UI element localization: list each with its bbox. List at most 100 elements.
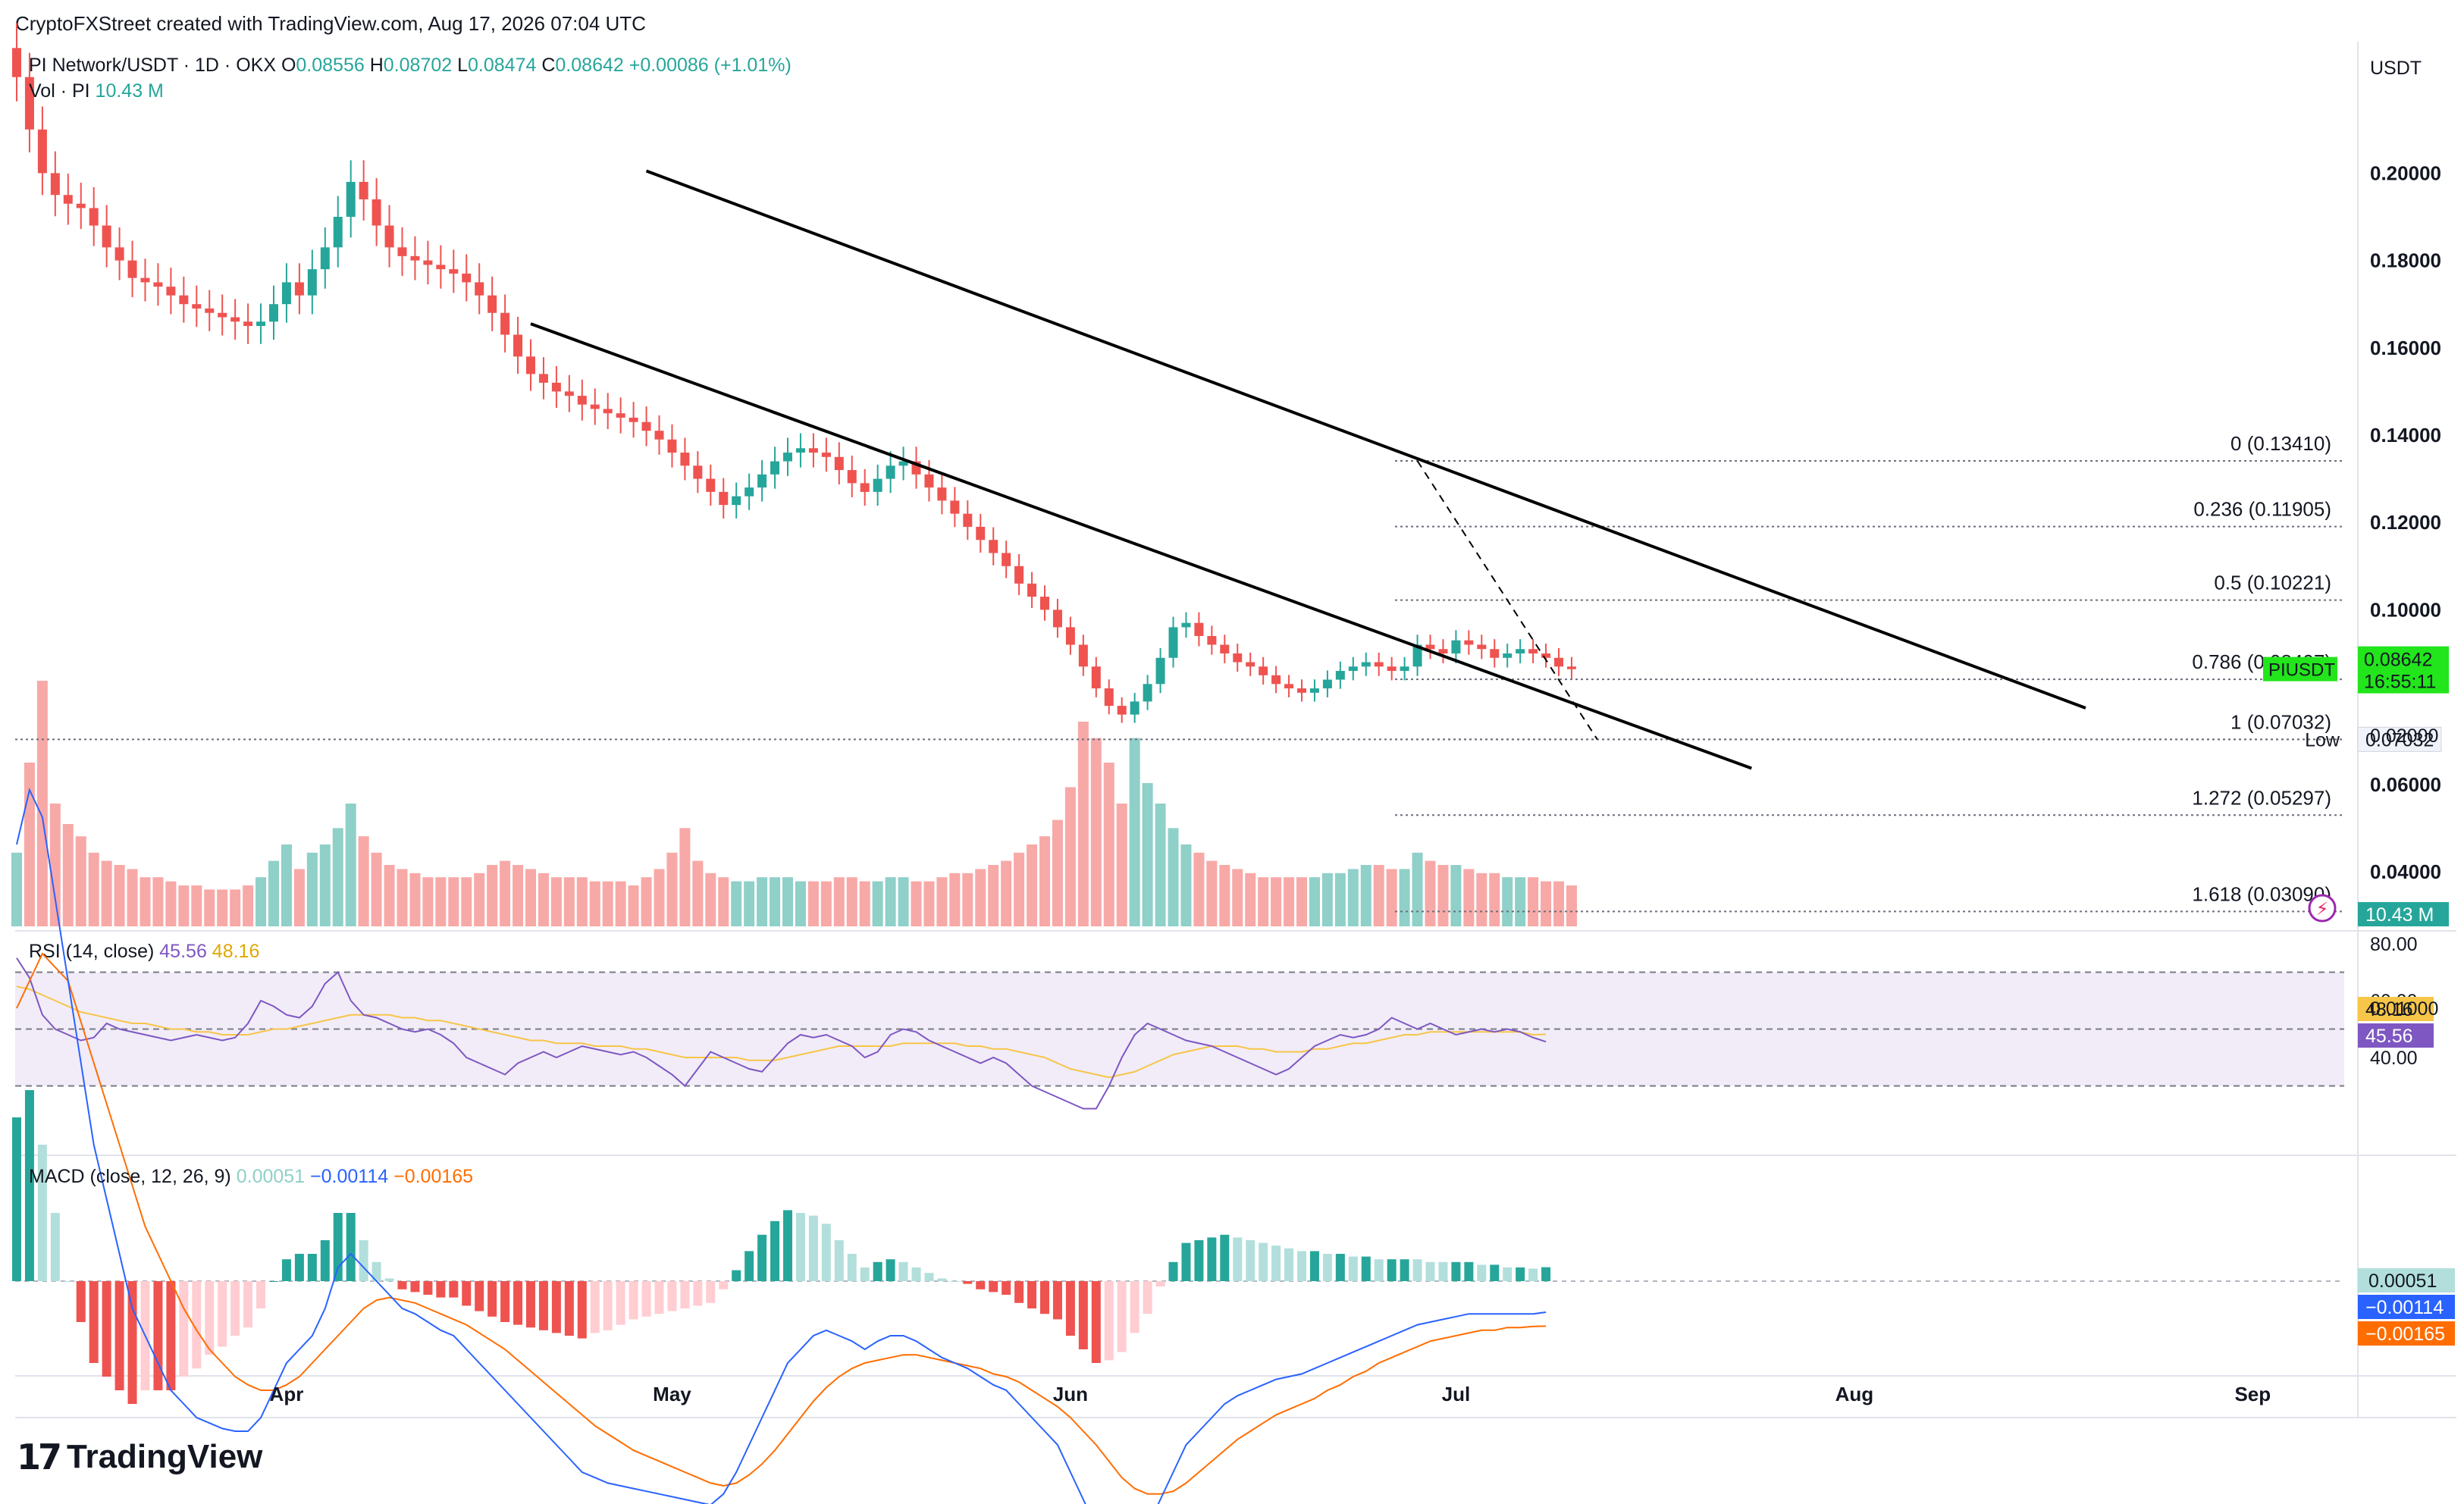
candle-body xyxy=(179,295,189,305)
macd-histogram-bar xyxy=(307,1254,317,1281)
macd-histogram-bar xyxy=(371,1261,381,1281)
macd-histogram-bar xyxy=(1271,1246,1281,1281)
low-tag-value: 0.07032 xyxy=(2365,729,2434,750)
macd-histogram-bar xyxy=(37,1145,47,1281)
candle-body xyxy=(333,217,343,248)
candle-body xyxy=(526,356,535,374)
macd-histogram-bar xyxy=(950,1281,960,1282)
macd-histogram-bar xyxy=(667,1281,677,1311)
volume-bar xyxy=(807,881,819,926)
candle-body xyxy=(1040,597,1049,610)
volume-bar xyxy=(1039,836,1050,926)
macd-histogram-bar xyxy=(1309,1251,1319,1281)
volume-bar xyxy=(1271,877,1282,926)
candle-body xyxy=(680,453,690,466)
tradingview-logo: 17 TradingView xyxy=(17,1437,262,1477)
rsi-tick-label: 40.00 xyxy=(2370,1048,2418,1069)
volume-bar xyxy=(1515,877,1526,926)
volume-bar xyxy=(1309,877,1320,926)
volume-bar xyxy=(949,873,961,926)
volume-bar xyxy=(204,889,215,926)
macd-histogram-bar xyxy=(102,1281,111,1377)
macd-histogram-bar xyxy=(500,1281,510,1322)
candle-body xyxy=(1284,684,1294,689)
volume-bar xyxy=(576,877,588,926)
macd-histogram-bar xyxy=(76,1281,86,1322)
volume-bar xyxy=(448,877,459,926)
candle-body xyxy=(500,312,510,335)
candle-body xyxy=(513,334,523,357)
price-tick-label: 0.18000 xyxy=(2370,249,2441,272)
candle-body xyxy=(1155,657,1165,685)
tradingview-logo-icon: 17 xyxy=(17,1437,62,1477)
volume-bar xyxy=(1258,877,1269,926)
candle-body xyxy=(860,483,870,492)
volume-bar xyxy=(255,877,267,926)
macd-tag-bg xyxy=(2358,1295,2455,1319)
symbol-tag-bg xyxy=(2263,656,2337,682)
price-tag-countdown: 16:55:11 xyxy=(2364,672,2436,693)
volume-bar xyxy=(1463,869,1475,926)
volume-bar xyxy=(1399,869,1410,926)
volume-bar xyxy=(1321,873,1333,926)
candle-body xyxy=(1052,609,1062,628)
volume-bar xyxy=(461,877,472,926)
macd-signal-tag-bg xyxy=(2358,1321,2455,1346)
candle-body xyxy=(757,474,767,488)
volume-bar xyxy=(1232,869,1243,926)
macd-histogram-bar xyxy=(127,1281,137,1404)
candle-body xyxy=(24,77,34,130)
volume-bar xyxy=(319,844,331,926)
macd-histogram-bar xyxy=(346,1213,356,1281)
macd-hist-tag: 0.00051 xyxy=(2368,1271,2437,1292)
volume-bar xyxy=(1014,852,1025,926)
candle-body xyxy=(205,308,215,313)
macd-histogram-bar xyxy=(963,1281,973,1284)
volume-bar xyxy=(615,881,626,926)
candle-body xyxy=(127,260,137,278)
volume-bar xyxy=(1334,873,1346,926)
macd-histogram-bar xyxy=(847,1254,857,1281)
candle-body xyxy=(1361,662,1371,667)
currency-label: USDT xyxy=(2370,58,2422,79)
macd-histogram-bar xyxy=(641,1281,651,1317)
macd-histogram-bar xyxy=(475,1281,484,1311)
volume-bar xyxy=(101,860,112,926)
volume-bar xyxy=(654,869,665,926)
volume-bar xyxy=(1502,877,1513,926)
volume-bar xyxy=(49,804,61,926)
candle-body xyxy=(1516,649,1525,653)
volume-legend: Vol · PI 10.43 M xyxy=(29,80,164,102)
candle-body xyxy=(307,269,317,296)
candle-body xyxy=(873,478,882,492)
candle-body xyxy=(1143,684,1152,702)
candle-body xyxy=(76,203,86,208)
volume-bar xyxy=(550,877,562,926)
candle-body xyxy=(475,282,484,296)
volume-bar xyxy=(487,865,498,926)
volume-bar xyxy=(1001,860,1012,926)
candle-body xyxy=(808,448,818,453)
volume-bar xyxy=(1296,877,1307,926)
volume-bar xyxy=(692,860,704,926)
volume-bar xyxy=(152,877,164,926)
macd-histogram-bar xyxy=(924,1273,934,1281)
macd-histogram-bar xyxy=(218,1281,227,1347)
rsi-legend: RSI (14, close) 45.56 48.16 xyxy=(29,941,259,962)
volume-bar xyxy=(602,881,613,926)
macd-tick-label: 0.02000 xyxy=(2370,725,2438,747)
macd-histogram-bar xyxy=(513,1281,523,1325)
candle-body xyxy=(436,265,446,270)
rsi-ma-tag: 48.16 xyxy=(2365,999,2413,1020)
macd-histogram-bar xyxy=(821,1224,831,1281)
volume-bar xyxy=(1347,869,1359,926)
candle-body xyxy=(924,474,934,488)
candle-body xyxy=(1387,666,1397,672)
candle-body xyxy=(706,478,716,492)
fib-level-label: 0.236 (0.11905) xyxy=(2193,498,2331,521)
volume-bar xyxy=(1450,865,1462,926)
volume-bar xyxy=(1064,787,1076,926)
macd-signal-line xyxy=(16,952,1547,1495)
rsi-line xyxy=(16,957,1547,1110)
